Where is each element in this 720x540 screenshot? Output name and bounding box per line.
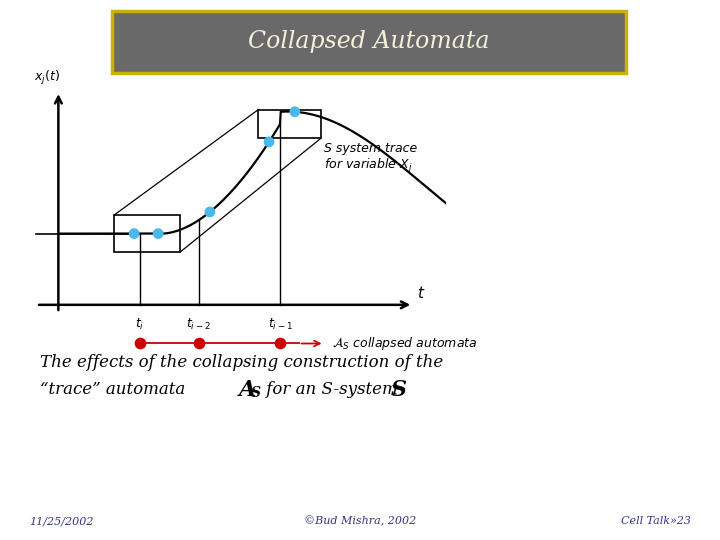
Text: S: S	[251, 386, 261, 400]
Text: for an S-system: for an S-system	[261, 381, 403, 397]
Text: Collapsed Automata: Collapsed Automata	[248, 30, 490, 53]
Text: ©Bud Mishra, 2002: ©Bud Mishra, 2002	[304, 516, 416, 526]
Text: S system trace
for variable $X_j$: S system trace for variable $X_j$	[325, 141, 418, 175]
Point	[193, 339, 204, 348]
Point	[274, 339, 286, 348]
Text: $t_i$: $t_i$	[135, 317, 144, 332]
Text: Cell Talk»23: Cell Talk»23	[621, 516, 691, 526]
Text: $t$: $t$	[417, 285, 426, 301]
Point	[128, 230, 140, 238]
Text: S: S	[391, 379, 407, 401]
Text: 11/25/2002: 11/25/2002	[29, 516, 94, 526]
Point	[289, 107, 301, 116]
Text: $x_j(t)$: $x_j(t)$	[35, 69, 60, 87]
Point	[264, 138, 275, 146]
Text: $t_{i-2}$: $t_{i-2}$	[186, 317, 211, 332]
Text: $t_{i-1}$: $t_{i-1}$	[268, 317, 292, 332]
Point	[134, 339, 145, 348]
Text: A: A	[239, 379, 256, 401]
Text: “trace” automata: “trace” automata	[40, 381, 190, 397]
Bar	[114, 215, 180, 252]
Text: $\mathcal{A}_S$ collapsed automata: $\mathcal{A}_S$ collapsed automata	[332, 335, 477, 352]
Point	[153, 230, 164, 238]
Bar	[258, 110, 320, 138]
Text: The effects of the collapsing construction of the: The effects of the collapsing constructi…	[40, 354, 443, 370]
Point	[204, 208, 216, 217]
